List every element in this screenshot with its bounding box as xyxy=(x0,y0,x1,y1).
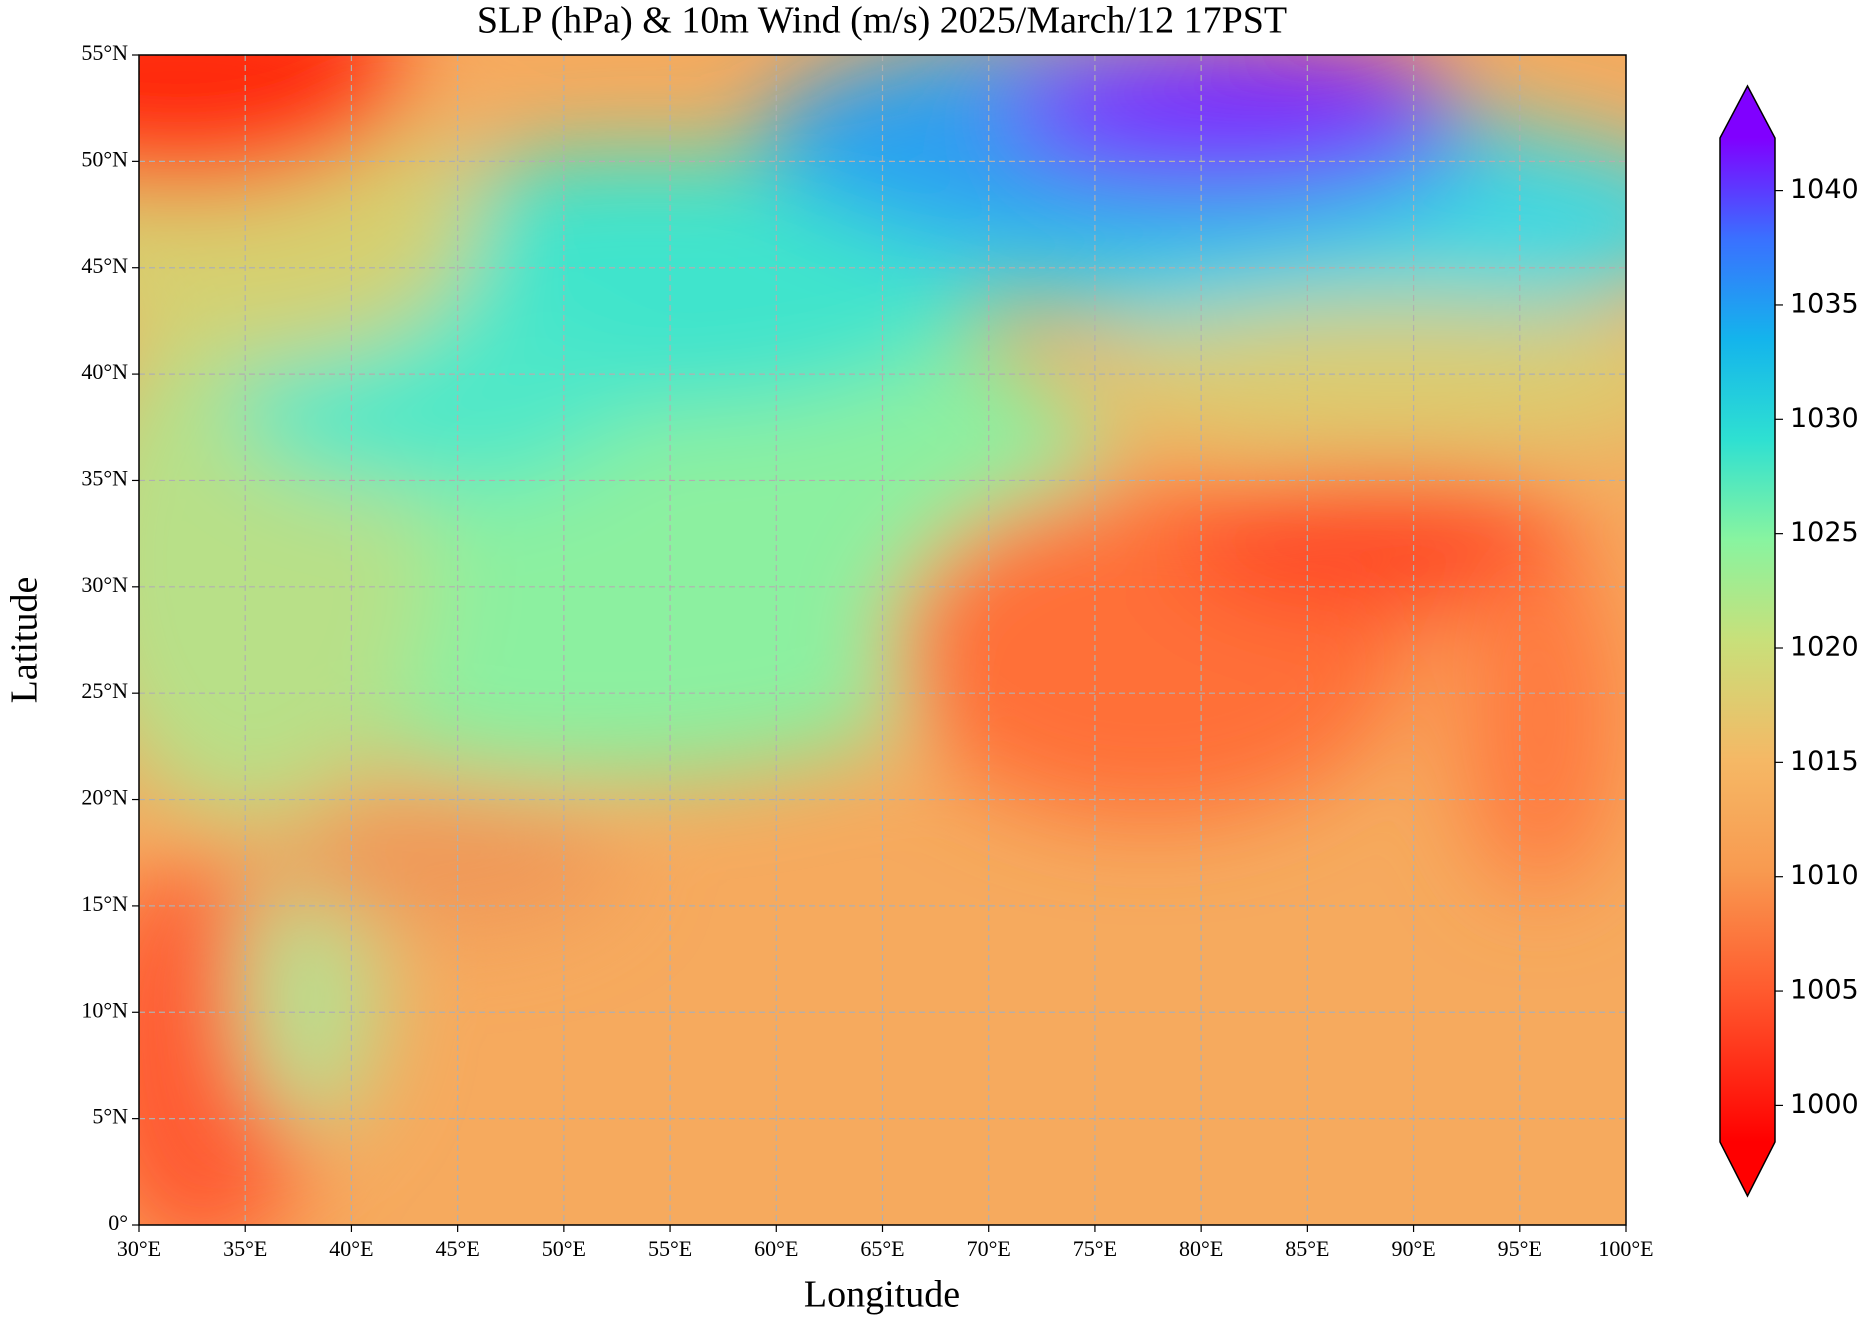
x-tick-label: 90°E xyxy=(1391,1236,1435,1261)
x-tick-label: 65°E xyxy=(860,1236,904,1261)
y-tick-label: 45°N xyxy=(81,253,128,278)
y-tick-label: 35°N xyxy=(81,466,128,491)
colorbar-tick-label: 1020 xyxy=(1790,632,1859,663)
y-tick-label: 5°N xyxy=(92,1104,128,1129)
colorbar xyxy=(1719,84,1776,1198)
x-tick-label: 75°E xyxy=(1073,1236,1117,1261)
chart-title: SLP (hPa) & 10m Wind (m/s) 2025/March/12… xyxy=(477,0,1287,42)
y-axis-label: Latitude xyxy=(4,577,46,704)
x-tick-label: 30°E xyxy=(117,1236,161,1261)
colorbar-tick-label: 1040 xyxy=(1790,174,1859,205)
y-tick-label: 55°N xyxy=(81,40,128,65)
y-tick-label: 15°N xyxy=(81,891,128,916)
colorbar-tick-label: 1015 xyxy=(1790,746,1859,777)
x-tick-label: 95°E xyxy=(1498,1236,1542,1261)
colorbar-tick-label: 1030 xyxy=(1790,403,1859,434)
x-tick-label: 50°E xyxy=(542,1236,586,1261)
x-tick-label: 70°E xyxy=(967,1236,1011,1261)
y-tick-label: 40°N xyxy=(81,359,128,384)
colorbar-tick-label: 1000 xyxy=(1790,1089,1859,1120)
x-tick-label: 40°E xyxy=(329,1236,373,1261)
y-tick-label: 20°N xyxy=(81,785,128,810)
x-tick-label: 35°E xyxy=(223,1236,267,1261)
colorbar-tick-label: 1035 xyxy=(1790,288,1859,319)
y-tick-label: 30°N xyxy=(81,572,128,597)
x-tick-label: 80°E xyxy=(1179,1236,1223,1261)
y-tick-label: 0° xyxy=(108,1210,128,1235)
x-tick-label: 55°E xyxy=(648,1236,692,1261)
colorbar-tick-label: 1025 xyxy=(1790,517,1859,548)
x-tick-label: 100°E xyxy=(1598,1236,1653,1261)
colorbar-tick-label: 1010 xyxy=(1790,860,1859,891)
x-tick-label: 60°E xyxy=(754,1236,798,1261)
y-tick-label: 25°N xyxy=(81,678,128,703)
x-tick-label: 45°E xyxy=(436,1236,480,1261)
colorbar-tick-label: 1005 xyxy=(1790,975,1859,1006)
y-tick-label: 50°N xyxy=(81,146,128,171)
pressure-field xyxy=(139,55,1626,1225)
x-tick-label: 85°E xyxy=(1285,1236,1329,1261)
x-axis-label: Longitude xyxy=(804,1274,960,1316)
y-tick-label: 10°N xyxy=(81,997,128,1022)
